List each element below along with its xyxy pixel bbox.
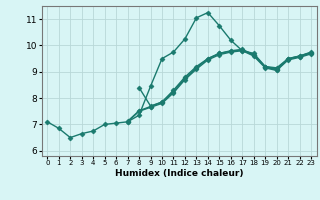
X-axis label: Humidex (Indice chaleur): Humidex (Indice chaleur) bbox=[115, 169, 244, 178]
